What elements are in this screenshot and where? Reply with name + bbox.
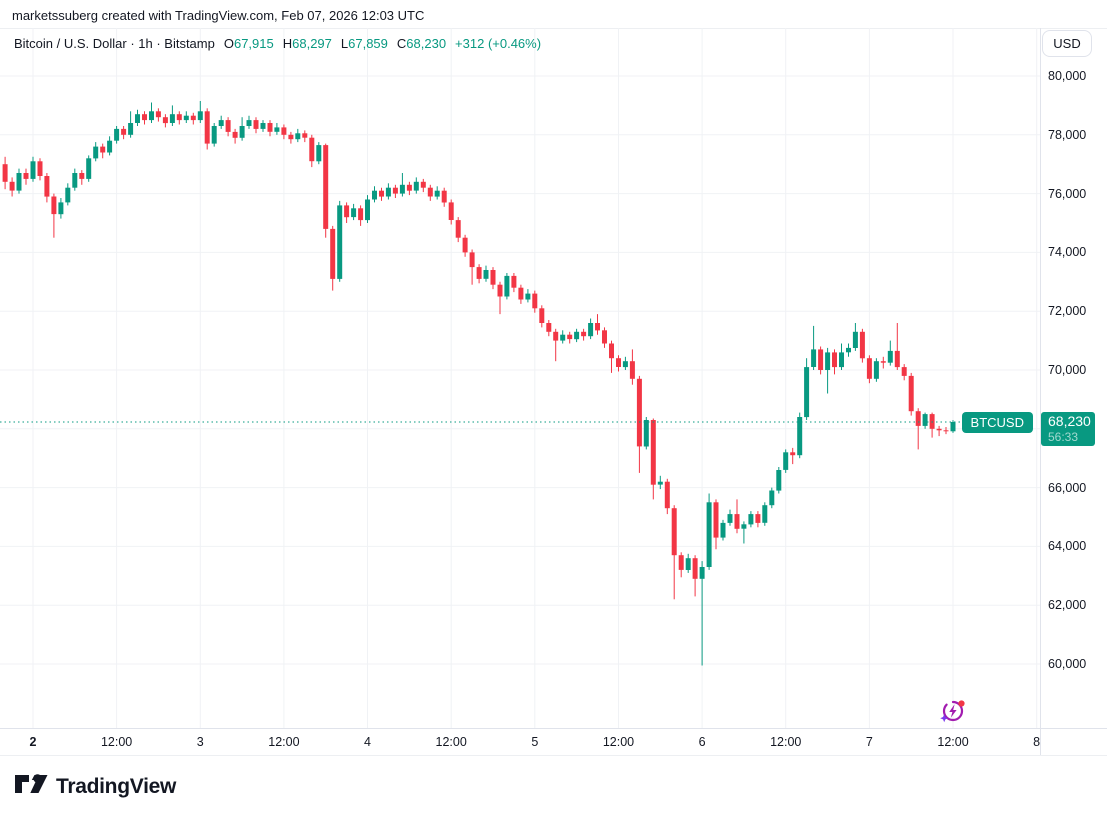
time-axis-label: 8 <box>1033 735 1040 749</box>
price-axis-label: 76,000 <box>1048 186 1087 201</box>
chart-legend: Bitcoin / U.S. Dollar · 1h · Bitstamp O6… <box>14 36 541 51</box>
header-divider <box>0 28 1107 29</box>
time-axis-divider <box>0 728 1107 729</box>
time-axis-label: 12:00 <box>602 735 635 749</box>
time-axis-label: 5 <box>531 735 539 749</box>
chart-area[interactable] <box>0 28 1040 728</box>
time-axis-label: 12:00 <box>100 735 133 749</box>
last-price-label[interactable]: 68,230 56:33 <box>1041 412 1095 447</box>
time-axis-label: 12:00 <box>268 735 300 749</box>
price-line-symbol-badge: BTCUSD <box>961 411 1033 433</box>
price-axis[interactable]: 80,000 78,000 76,000 74,000 72,000 70,000 66,0… <box>1041 28 1107 755</box>
brand-name: TradingView <box>56 774 177 798</box>
ohlc-high: H68,297 <box>282 36 332 51</box>
price-axis-label: 72,000 <box>1048 304 1087 319</box>
time-axis-label: 6 <box>698 735 706 749</box>
time-axis-label: 7 <box>865 735 873 749</box>
ohlc-open: O67,915 <box>223 36 274 51</box>
event-lightning-icon[interactable] <box>939 697 967 725</box>
time-axis[interactable]: 2 12:00 3 12:00 4 12:00 5 12:00 6 12:00 7 12:00 8 <box>0 729 1040 755</box>
ohlc-close: C68,230 <box>396 36 447 51</box>
price-axis-label: 62,000 <box>1048 598 1087 613</box>
candlestick-chart[interactable] <box>0 28 1040 728</box>
time-axis-label: 3 <box>196 735 204 749</box>
time-axis-label: 4 <box>364 735 372 749</box>
price-axis-label: 64,000 <box>1048 539 1087 554</box>
price-axis-label: 60,000 <box>1048 657 1087 671</box>
price-axis-label: 74,000 <box>1048 245 1087 260</box>
price-axis-divider <box>1040 28 1041 755</box>
price-axis-label: 78,000 <box>1048 127 1087 142</box>
attribution-text: marketssuberg created with TradingView.c… <box>12 8 425 23</box>
symbol-title[interactable]: Bitcoin / U.S. Dollar · 1h · Bitstamp <box>14 36 215 51</box>
currency-toggle-button[interactable]: USD <box>1042 30 1092 57</box>
price-axis-label: 66,000 <box>1048 480 1087 495</box>
bar-countdown: 56:33 <box>1048 430 1079 445</box>
price-change: +312 (+0.46%) <box>455 36 542 51</box>
price-axis-label: 80,000 <box>1048 69 1087 83</box>
time-axis-label: 12:00 <box>770 735 802 749</box>
last-price-value: 68,230 <box>1048 413 1091 430</box>
tradingview-mark-icon <box>13 770 49 803</box>
time-axis-label: 12:00 <box>937 735 969 749</box>
price-axis-label: 70,000 <box>1048 363 1087 377</box>
time-axis-label: 2 <box>29 735 37 749</box>
time-axis-label: 12:00 <box>435 735 467 749</box>
footer-divider <box>0 755 1107 756</box>
ohlc-low: L67,859 <box>340 36 388 51</box>
tradingview-logo[interactable]: TradingView <box>13 770 176 803</box>
